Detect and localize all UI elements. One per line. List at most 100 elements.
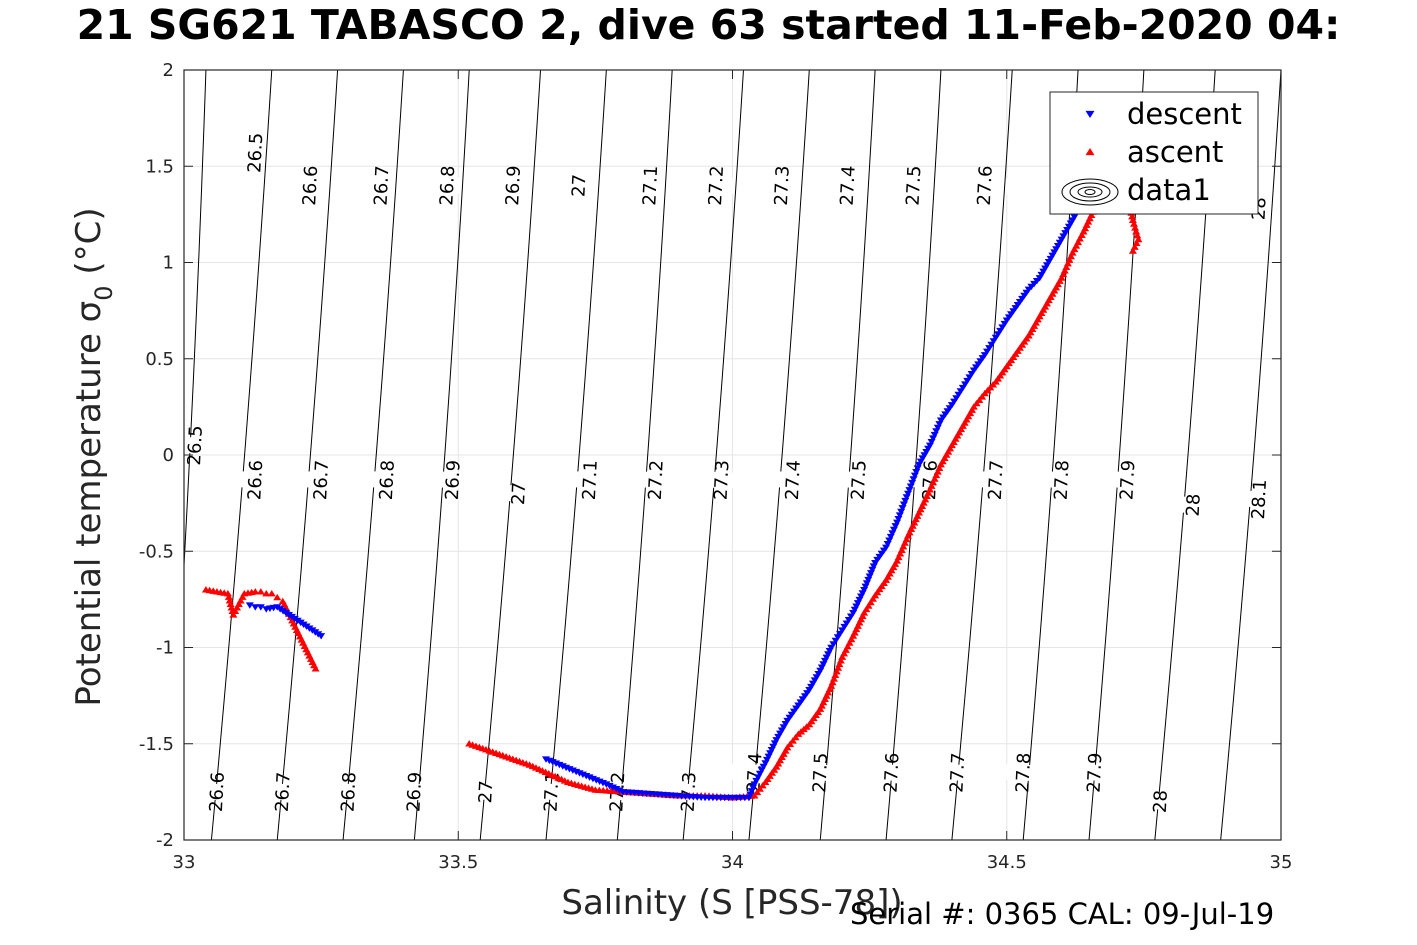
ascent-fill-point [1131, 224, 1140, 231]
contour-label-bg [1168, 495, 1218, 515]
contour-label: 26.9 [502, 165, 525, 206]
contour-line [682, 70, 744, 840]
ascent-point [273, 593, 282, 601]
contour-label: 26.8 [376, 460, 399, 501]
contour-label: 27.4 [782, 460, 805, 501]
ascent-fill-point [825, 685, 834, 693]
ascent-fill-point [1077, 231, 1086, 239]
ascent-fill-point [929, 478, 938, 486]
ascent-fill-point [850, 629, 859, 636]
contour-label-bg [565, 470, 615, 490]
ascent-point [1128, 247, 1137, 254]
y-tick-label: -1 [156, 638, 174, 659]
ascent-fill-point [894, 553, 903, 561]
ascent-fill-point [236, 597, 245, 604]
ascent-fill-point [1075, 235, 1084, 242]
ascent-fill-point [819, 698, 828, 706]
ascent-fill-point [864, 602, 873, 609]
ascent-fill-point [951, 435, 960, 442]
ascent-fill-point [1081, 224, 1090, 232]
ascent-fill-point [786, 740, 795, 748]
ascent-point [1057, 274, 1066, 281]
ascent-fill-point [896, 550, 905, 557]
ascent-point [936, 461, 945, 468]
ascent-fill-point [1130, 220, 1139, 227]
contour-label: 27.8 [1012, 752, 1035, 793]
ascent-fill-point [1084, 218, 1093, 225]
ascent-fill-point [1072, 242, 1081, 249]
contour-label: 26.8 [436, 165, 459, 206]
legend[interactable]: descent ascent data1 [1049, 91, 1259, 215]
legend-label-descent: descent [1127, 97, 1242, 131]
ascent-fill-point [907, 525, 916, 533]
ascent-fill-point [753, 788, 762, 796]
y-tick-label: 2 [163, 60, 174, 81]
contour-label-bg [554, 176, 604, 195]
ascent-fill-point [777, 753, 786, 761]
contour-label-bg [823, 176, 873, 195]
contour-label: 27.3 [771, 165, 794, 206]
ascent-fill-point [1042, 299, 1051, 307]
ascent-fill-point [1037, 309, 1046, 316]
contour-label: 28.1 [1248, 479, 1271, 520]
ascent-fill-point [841, 646, 850, 653]
ascent-fill-point [918, 502, 927, 509]
y-tick-label: 0 [163, 445, 174, 466]
contour-line [342, 70, 404, 840]
ascent-point [772, 763, 781, 770]
ascent-fill-point [975, 396, 984, 403]
descent-point [245, 602, 254, 609]
contour-label-bg [324, 782, 373, 802]
ascent-fill-point [855, 619, 864, 626]
contour-label-bg [192, 782, 242, 802]
ascent-fill-point [831, 671, 840, 678]
ascent-fill-point [829, 675, 838, 682]
contour-label: 27.9 [1084, 752, 1107, 793]
ascent-fill-point [824, 689, 833, 696]
contour-line [276, 70, 339, 840]
ascent-fill-point [836, 657, 845, 664]
contour-label-bg [1103, 470, 1152, 490]
ascent-fill-point [1087, 211, 1096, 218]
ascent-fill-point [866, 598, 875, 606]
ascent-fill-point [1132, 228, 1141, 235]
contour-label: 27.6 [974, 165, 997, 206]
ascent-fill-point [897, 546, 906, 553]
ascent-fill-point [835, 660, 844, 668]
legend-contour-icon [1084, 189, 1096, 195]
ascent-fill-point [916, 505, 925, 513]
ascent-fill-point [935, 464, 944, 471]
ascent-fill-point [891, 560, 900, 567]
legend-marker-descent [1085, 110, 1095, 119]
ascent-fill-point [933, 468, 942, 475]
contour-label: 26.6 [299, 165, 322, 206]
contour-label: 27.4 [743, 752, 766, 793]
contour-label: 27 [508, 482, 530, 506]
ascent-fill-point [847, 635, 856, 643]
ascent-point [229, 611, 238, 618]
contour-label: 26.7 [272, 771, 295, 812]
ascent-fill-point [913, 512, 922, 519]
y-tick-label: 0.5 [145, 349, 174, 370]
ascent-fill-point [1063, 260, 1072, 267]
legend-box [1049, 91, 1259, 215]
contour-label: 27.9 [1116, 460, 1139, 501]
ascent-fill-point [905, 528, 914, 536]
ascent-fill-point [776, 756, 785, 764]
contour-label: 27.5 [809, 752, 832, 793]
ascent-fill-point [1044, 296, 1053, 304]
ascent-fill-point [226, 600, 235, 607]
contour-label: 27.7 [985, 460, 1008, 501]
contour-label-bg [625, 176, 675, 195]
contour-label-bg [631, 470, 681, 490]
ascent-fill-point [908, 522, 917, 529]
x-tick-label: 35 [1270, 852, 1293, 873]
y-tick-label: 1 [163, 253, 174, 274]
contour-label-bg [230, 470, 280, 490]
ascent-fill-point [857, 615, 866, 623]
ascent-fill-point [938, 457, 947, 465]
ascent-fill-point [788, 737, 797, 744]
ascent-fill-point [834, 664, 843, 671]
contour-label: 27.7 [946, 752, 969, 793]
